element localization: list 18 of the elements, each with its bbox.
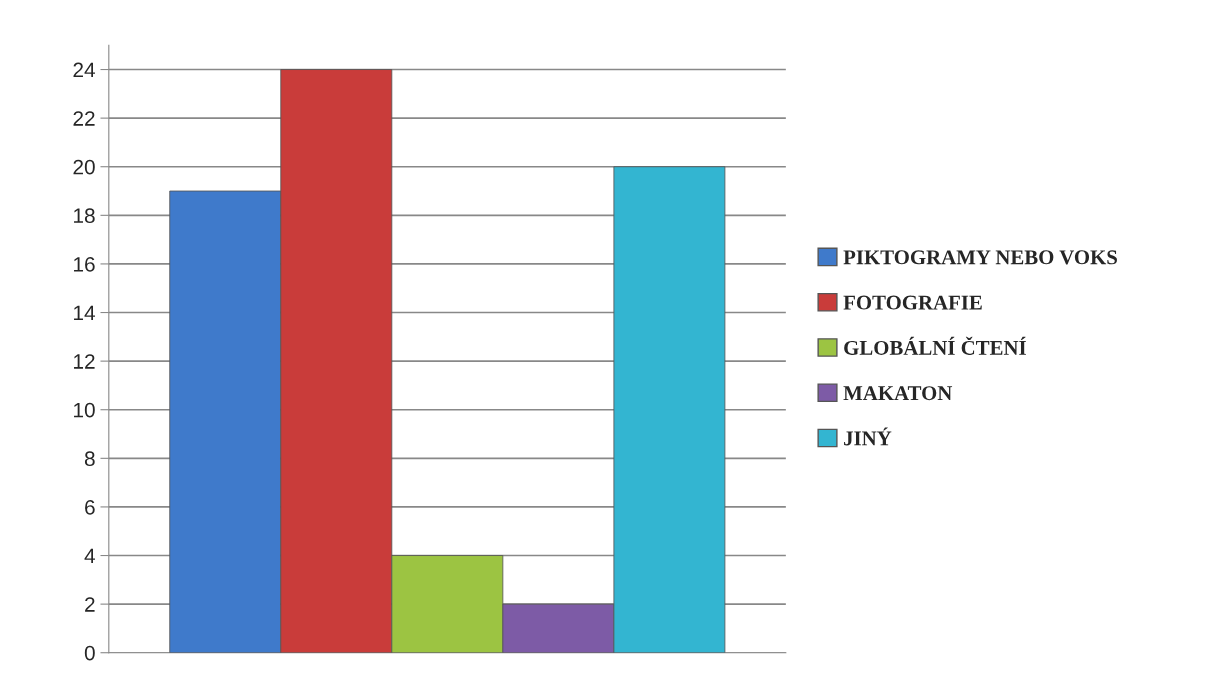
legend-label: FOTOGRAFIE — [843, 295, 982, 310]
y-tick-label: 12 — [74, 354, 95, 369]
y-tick-label: 24 — [73, 62, 96, 78]
legend-label: MAKATON — [843, 386, 953, 401]
y-tick-label: 14 — [74, 305, 96, 321]
y-tick-label: 8 — [84, 451, 95, 467]
y-tick-label: 4 — [84, 548, 96, 564]
y-tick-label: 2 — [85, 597, 95, 612]
legend-label: PIKTOGRAMY NEBO VOKS — [843, 250, 1117, 265]
y-tick-label: 20 — [73, 159, 95, 175]
y-tick-label: 6 — [85, 499, 95, 515]
y-tick-label: 16 — [74, 256, 95, 272]
y-tick-label: 10 — [74, 402, 95, 418]
y-tick-label: 22 — [73, 111, 95, 126]
legend-label: GLOBÁLNÍ ČTENÍ — [844, 336, 1026, 355]
y-tick-label: 0 — [84, 645, 95, 661]
y-tick-label: 18 — [74, 208, 95, 224]
legend-label: JINÝ — [844, 427, 892, 446]
